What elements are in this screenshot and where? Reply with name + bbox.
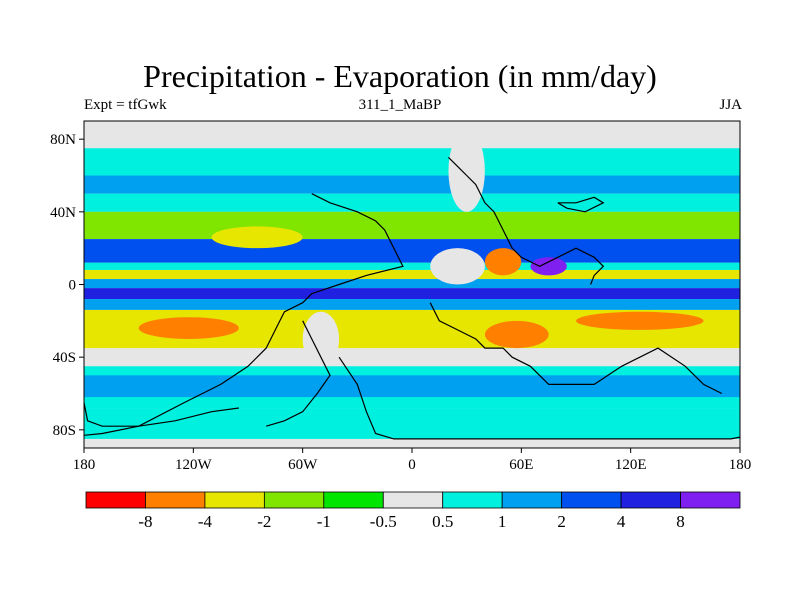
coastline-1 — [266, 320, 331, 427]
field-band-5 — [84, 262, 740, 270]
x-tick-label: 120W — [175, 457, 213, 473]
colorbar-label: -1 — [317, 512, 331, 531]
field-band-0 — [84, 148, 740, 176]
field-band-7 — [84, 279, 740, 289]
field-blob-4 — [576, 311, 704, 330]
colorbar-swatch — [442, 491, 503, 509]
coastline-5 — [84, 402, 239, 427]
field-blob-2 — [484, 320, 549, 349]
field-band-13 — [84, 408, 740, 439]
colorbar-swatch — [204, 491, 265, 509]
field-band-1 — [84, 175, 740, 194]
colorbar-swatch — [85, 491, 146, 509]
coastline-3 — [429, 302, 723, 395]
y-axis-ticks: 80N 40N 0 40S 80S — [50, 132, 84, 439]
field-band-8 — [84, 288, 740, 300]
season-label: JJA — [719, 97, 742, 113]
colorbar-swatch — [680, 491, 741, 509]
colorbar-swatch — [323, 491, 384, 509]
field-band-6 — [84, 269, 740, 280]
field-layer — [84, 130, 740, 439]
plot-title: Precipitation - Evaporation (in mm/day) — [143, 58, 657, 94]
colorbar-label: 0.5 — [432, 512, 453, 531]
x-tick-label: 60E — [509, 457, 533, 473]
coastline-0 — [84, 193, 404, 436]
x-tick-label: 60W — [288, 457, 318, 473]
field-blob-7 — [448, 130, 485, 212]
colorbar-label: 2 — [557, 512, 566, 531]
colorbar-label: -0.5 — [370, 512, 397, 531]
field-blob-3 — [530, 257, 567, 276]
field-band-2 — [84, 193, 740, 212]
y-tick-label: 0 — [69, 278, 77, 294]
colorbar-label: 8 — [676, 512, 685, 531]
colorbar-label: 1 — [498, 512, 507, 531]
x-tick-label: 180 — [73, 457, 96, 473]
colorbar-swatch — [382, 491, 444, 509]
field-blob-0 — [138, 317, 239, 339]
x-tick-label: 180 — [729, 457, 752, 473]
colorbar-swatch — [561, 491, 622, 509]
field-band-12 — [84, 375, 740, 398]
colorbar-label: 4 — [617, 512, 626, 531]
coastline-4 — [557, 196, 605, 213]
colorbar-label: -4 — [198, 512, 213, 531]
y-tick-label: 80N — [50, 132, 76, 148]
time-period-label: 311_1_MaBP — [358, 97, 442, 113]
y-tick-label: 80S — [53, 423, 76, 439]
experiment-label: Expt = tfGwk — [84, 97, 167, 113]
field-blob-6 — [302, 311, 340, 367]
colorbar-label: -8 — [138, 512, 152, 531]
x-axis-ticks: 180 120W 60W 0 60E 120E 180 — [73, 448, 752, 473]
colorbar-swatch — [620, 491, 681, 509]
field-blob-5 — [430, 248, 485, 285]
colorbar-swatch — [501, 491, 563, 509]
field-blob-8 — [484, 248, 522, 276]
field-blob-1 — [211, 226, 303, 249]
coastline-layer — [84, 156, 740, 440]
field-band-4 — [84, 239, 740, 263]
field-band-3 — [84, 211, 740, 240]
y-tick-label: 40N — [50, 205, 76, 221]
colorbar-swatch — [263, 491, 325, 509]
x-tick-label: 0 — [408, 457, 416, 473]
coastline-2 — [447, 156, 605, 285]
colorbar-swatch — [145, 491, 206, 509]
field-band-9 — [84, 299, 740, 310]
coastline-6 — [338, 356, 740, 440]
x-tick-label: 120E — [615, 457, 647, 473]
colorbar: -8 -4 -2 -1 -0.5 0.5 1 2 4 8 — [85, 491, 741, 531]
y-tick-label: 40S — [53, 350, 76, 366]
colorbar-label: -2 — [257, 512, 271, 531]
